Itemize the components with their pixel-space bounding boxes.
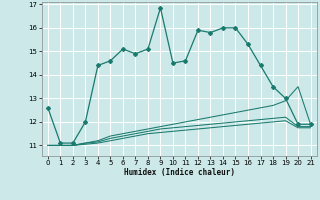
X-axis label: Humidex (Indice chaleur): Humidex (Indice chaleur): [124, 168, 235, 177]
